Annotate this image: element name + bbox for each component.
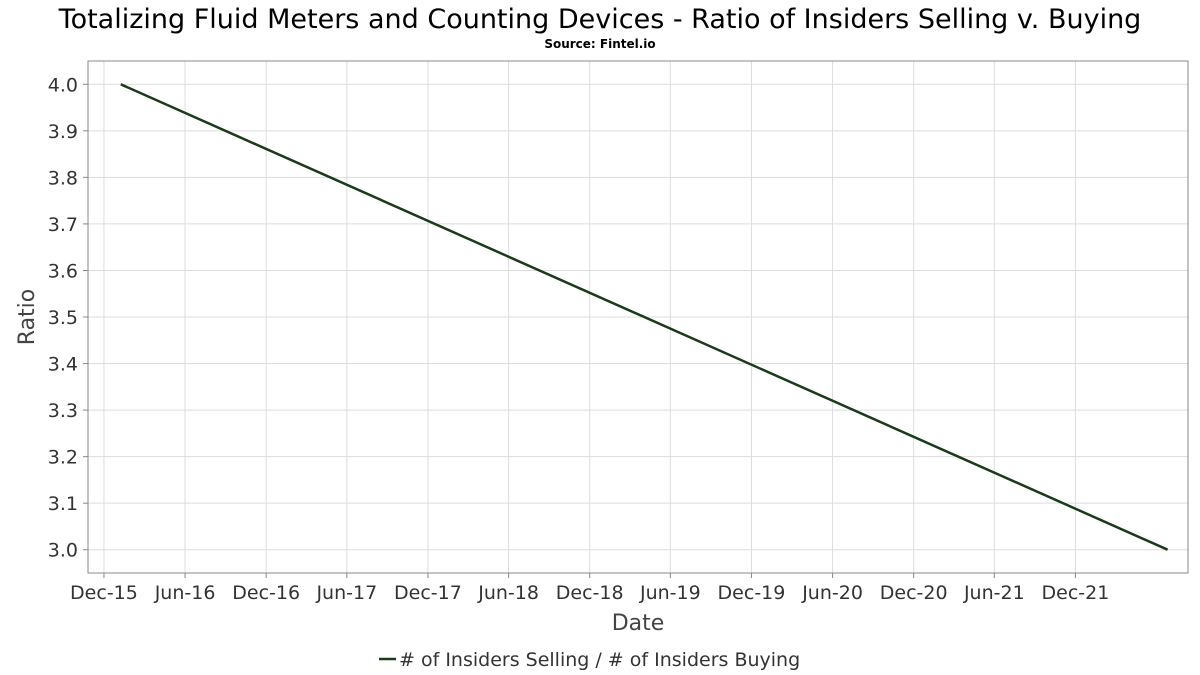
x-tick-label: Dec-15 xyxy=(70,582,138,604)
chart-title: Totalizing Fluid Meters and Counting Dev… xyxy=(58,4,1142,35)
x-axis-label: Date xyxy=(612,611,665,636)
x-tick-label: Dec-20 xyxy=(880,582,948,604)
y-tick-label: 3.1 xyxy=(48,493,78,515)
axis-ticks: Dec-15 Jun-16 Dec-16 Jun-17 Dec-17 Jun-18 Dec-… xyxy=(48,74,1110,604)
y-tick-label: 4.0 xyxy=(48,74,78,96)
y-axis-label: Ratio xyxy=(15,289,40,345)
x-tick-label: Dec-19 xyxy=(718,582,786,604)
chart-subtitle: Source: Fintel.io xyxy=(544,37,655,51)
y-tick-label: 3.3 xyxy=(48,400,78,422)
series-line xyxy=(120,83,1169,551)
y-tick-label: 3.7 xyxy=(48,214,78,236)
legend: # of Insiders Selling / # of Insiders Bu… xyxy=(379,649,800,671)
x-tick-label: Jun-19 xyxy=(639,582,701,604)
x-tick-label: Dec-21 xyxy=(1042,582,1110,604)
y-tick-label: 3.0 xyxy=(48,540,78,562)
y-tick-label: 3.4 xyxy=(48,354,78,376)
x-tick-label: Jun-16 xyxy=(154,582,216,604)
y-tick-label: 3.6 xyxy=(48,260,78,282)
y-tick-label: 3.2 xyxy=(48,447,78,469)
x-tick-label: Jun-17 xyxy=(315,582,377,604)
x-tick-label: Jun-18 xyxy=(477,582,539,604)
x-tick-label: Dec-16 xyxy=(232,582,300,604)
x-tick-label: Jun-21 xyxy=(963,582,1025,604)
series-layer xyxy=(120,83,1169,551)
x-tick-label: Dec-17 xyxy=(394,582,462,604)
x-tick-label: Dec-18 xyxy=(556,582,624,604)
grid-lines xyxy=(88,61,1188,573)
y-tick-label: 3.8 xyxy=(48,167,78,189)
y-tick-label: 3.9 xyxy=(48,121,78,143)
legend-label: # of Insiders Selling / # of Insiders Bu… xyxy=(399,649,800,671)
y-tick-label: 3.5 xyxy=(48,307,78,329)
x-tick-label: Jun-20 xyxy=(801,582,863,604)
